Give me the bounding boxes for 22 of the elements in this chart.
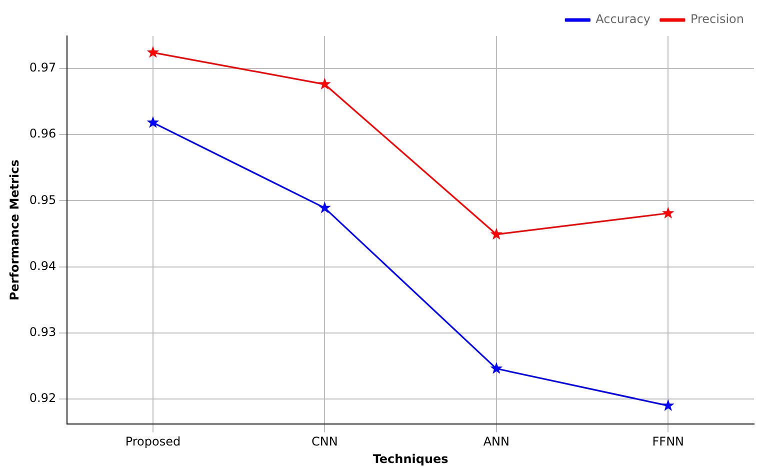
y-tick-label: 0.93 <box>29 325 56 340</box>
x-tick-label: FFNN <box>652 434 684 449</box>
point <box>318 78 331 90</box>
y-tick-label: 0.96 <box>29 126 56 141</box>
x-tick-label: Proposed <box>125 434 181 449</box>
x-tick-label: ANN <box>483 434 510 449</box>
point <box>662 206 674 218</box>
x-axis-title: Techniques <box>372 452 448 466</box>
legend-label: Accuracy <box>596 12 650 26</box>
point <box>318 201 331 214</box>
point <box>490 362 503 374</box>
point <box>146 46 160 58</box>
y-tick-label: 0.92 <box>29 391 56 406</box>
legend-label: Precision <box>690 12 744 26</box>
y-tick-label: 0.94 <box>29 258 56 273</box>
point <box>490 228 503 240</box>
y-tick-label: 0.97 <box>29 60 56 75</box>
point <box>662 399 674 411</box>
point <box>146 116 160 128</box>
y-axis-title: Performance Metrics <box>7 160 22 301</box>
y-tick-label: 0.95 <box>29 192 56 207</box>
x-tick-label: CNN <box>312 434 338 449</box>
